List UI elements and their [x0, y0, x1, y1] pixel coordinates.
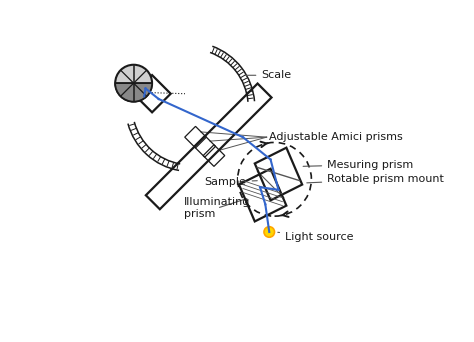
- Text: Rotable prism mount: Rotable prism mount: [307, 174, 444, 184]
- Text: Adjustable Amici prisms: Adjustable Amici prisms: [269, 132, 403, 142]
- Wedge shape: [115, 83, 152, 102]
- Text: Sample: Sample: [205, 177, 257, 187]
- Text: Light source: Light source: [278, 232, 354, 242]
- Circle shape: [115, 65, 152, 102]
- Circle shape: [264, 227, 274, 237]
- Text: Scale: Scale: [246, 70, 292, 80]
- Text: Mesuring prism: Mesuring prism: [303, 160, 413, 170]
- Text: Illuminating
prism: Illuminating prism: [183, 197, 250, 219]
